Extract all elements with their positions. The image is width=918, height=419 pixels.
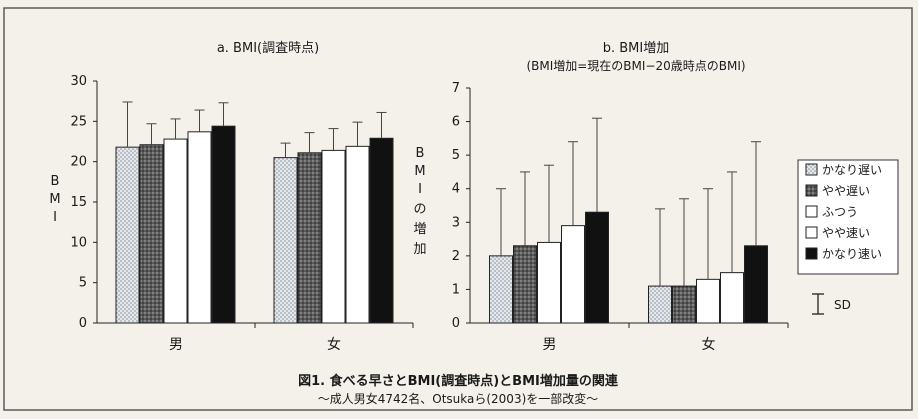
chart-b-y-tick-label: 4 bbox=[452, 182, 460, 197]
chart-b-bar bbox=[537, 241, 561, 324]
chart-b-y-tick-label: 2 bbox=[452, 249, 460, 264]
legend-swatch bbox=[805, 163, 818, 176]
chart-a-bar bbox=[115, 146, 140, 324]
chart-a-ylabel-1: B bbox=[51, 174, 60, 189]
legend-swatch bbox=[805, 205, 818, 218]
chart-a-bar bbox=[369, 137, 394, 324]
chart-b-ylabel-4: の bbox=[413, 202, 426, 217]
chart-b-y-tick-label: 7 bbox=[452, 81, 460, 96]
chart-b: b. BMI増加 (BMI増加=現在のBMI−20歳時点のBMI) B M I … bbox=[413, 41, 789, 353]
chart-b-category-label: 女 bbox=[702, 336, 716, 353]
chart-a-bar bbox=[321, 149, 346, 324]
chart-b-bar bbox=[672, 285, 696, 324]
legend-label: やや遅い bbox=[822, 184, 870, 198]
legend-label: かなり遅い bbox=[822, 163, 882, 177]
chart-a-category-label: 男 bbox=[169, 337, 183, 353]
chart-b-ylabel-6: 加 bbox=[413, 242, 426, 257]
legend-label: ふつう bbox=[822, 205, 858, 219]
chart-b-y-tick-label: 3 bbox=[452, 215, 460, 230]
chart-a-ylabel-2: M bbox=[49, 192, 60, 207]
chart-b-category-label: 男 bbox=[543, 337, 557, 353]
chart-b-y-tick-label: 0 bbox=[452, 316, 460, 331]
chart-a-plot: 0 5 10 15 20 25 30 男 女 bbox=[70, 74, 414, 353]
chart-b-bar bbox=[513, 245, 537, 324]
legend-swatch bbox=[805, 226, 818, 239]
chart-b-bar bbox=[720, 272, 744, 324]
legend-label: やや速い bbox=[822, 226, 870, 240]
outer-frame bbox=[3, 7, 913, 411]
chart-b-y-tick-label: 6 bbox=[452, 115, 460, 130]
chart-a-y-tick-label: 20 bbox=[70, 155, 87, 170]
sd-key-label: SD bbox=[834, 298, 851, 312]
chart-b-plot: 0 1 2 3 4 5 6 7 男 女 bbox=[452, 81, 789, 353]
chart-a-bar bbox=[297, 152, 322, 324]
chart-a-bar bbox=[211, 125, 236, 324]
chart-a-bar bbox=[163, 138, 188, 324]
chart-b-bar bbox=[696, 278, 720, 324]
chart-a-y-tick-label: 10 bbox=[70, 235, 87, 250]
chart-b-bar bbox=[744, 245, 768, 324]
chart-b-bar bbox=[489, 255, 513, 324]
chart-b-bar bbox=[648, 285, 672, 324]
legend-label: かなり速い bbox=[822, 247, 882, 261]
chart-a-bar bbox=[273, 157, 298, 324]
chart-b-ylabel-2: M bbox=[414, 164, 425, 179]
caption-line1: 図1. 食べる早さとBMI(調査時点)とBMI増加量の関連 bbox=[298, 373, 619, 389]
legend-swatch bbox=[805, 247, 818, 260]
chart-b-y-tick-label: 5 bbox=[452, 148, 460, 163]
sd-key: SD bbox=[812, 293, 851, 315]
chart-a-y-tick-label: 5 bbox=[79, 276, 87, 291]
chart-b-subtitle: (BMI増加=現在のBMI−20歳時点のBMI) bbox=[526, 59, 745, 73]
chart-b-title: b. BMI増加 bbox=[603, 41, 670, 56]
chart-a-y-tick-label: 25 bbox=[70, 114, 87, 129]
chart-a-bar bbox=[187, 131, 212, 324]
chart-a-bar bbox=[139, 144, 164, 324]
chart-a-title: a. BMI(調査時点) bbox=[217, 41, 319, 56]
chart-b-y-tick-label: 1 bbox=[452, 282, 460, 297]
chart-b-ylabel-3: I bbox=[418, 182, 422, 197]
legend-swatch bbox=[805, 184, 818, 197]
chart-b-bar bbox=[561, 225, 585, 324]
chart-b-ylabel-5: 増 bbox=[413, 222, 426, 237]
chart-b-bar bbox=[585, 211, 609, 324]
chart-a-bar bbox=[345, 145, 370, 324]
chart-a-y-tick-label: 0 bbox=[79, 316, 87, 331]
chart-b-ylabel-1: B bbox=[416, 146, 425, 161]
chart-a: a. BMI(調査時点) B M I 0 5 10 15 20 25 30 男 女 bbox=[49, 41, 414, 353]
caption-line2: 〜成人男女4742名、Otsukaら(2003)を一部改変〜 bbox=[318, 391, 599, 406]
chart-a-y-tick-label: 15 bbox=[70, 195, 87, 210]
chart-a-category-label: 女 bbox=[327, 336, 341, 353]
chart-a-y-tick-label: 30 bbox=[70, 74, 87, 89]
chart-a-ylabel-3: I bbox=[53, 210, 57, 225]
